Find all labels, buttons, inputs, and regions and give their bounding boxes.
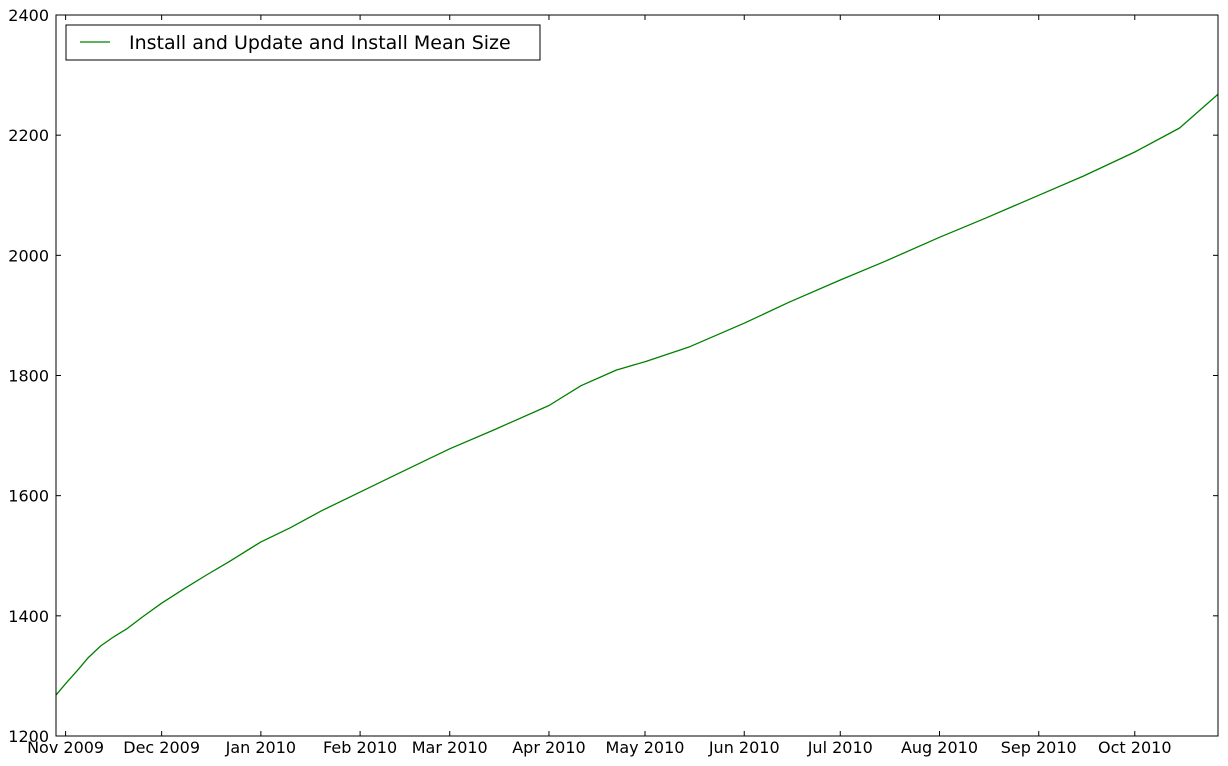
- x-tick-label: Jun 2010: [708, 738, 780, 757]
- x-tick-label: Mar 2010: [412, 738, 488, 757]
- axes-layer: 1200 1400 1600 1800 2000 2200 2400 Nov 2009 Dec …: [8, 6, 1219, 757]
- x-tick-label: May 2010: [606, 738, 685, 757]
- x-tick-label: Jan 2010: [225, 738, 296, 757]
- series-line-0: [55, 93, 1219, 696]
- x-tick-label: Feb 2010: [323, 738, 397, 757]
- x-tick-label: Nov 2009: [27, 738, 104, 757]
- plot-area: [56, 15, 1218, 736]
- x-tick-label: Aug 2010: [901, 738, 978, 757]
- plot-background: [56, 15, 1218, 736]
- x-tick-label: Dec 2009: [123, 738, 200, 757]
- y-tick-label: 1600: [8, 487, 49, 506]
- x-tick-label: Sep 2010: [1001, 738, 1077, 757]
- y-tick-label: 2400: [8, 6, 49, 25]
- x-tick-label: Apr 2010: [512, 738, 585, 757]
- y-tick-label: 1800: [8, 367, 49, 386]
- y-tick-label: 1200: [8, 727, 49, 746]
- legend-box: [65, 24, 541, 61]
- y-tick-label: 1400: [8, 607, 49, 626]
- legend-label: Install and Update and Install Mean Size: [129, 32, 511, 54]
- y-tick-label: 2200: [8, 126, 49, 145]
- x-tick-label: Jul 2010: [807, 738, 873, 757]
- legend: Install and Update and Install Mean Size: [65, 24, 541, 61]
- series-layer: [55, 93, 1219, 696]
- x-tick-label: Oct 2010: [1098, 738, 1171, 757]
- y-tick-label: 2000: [8, 246, 49, 265]
